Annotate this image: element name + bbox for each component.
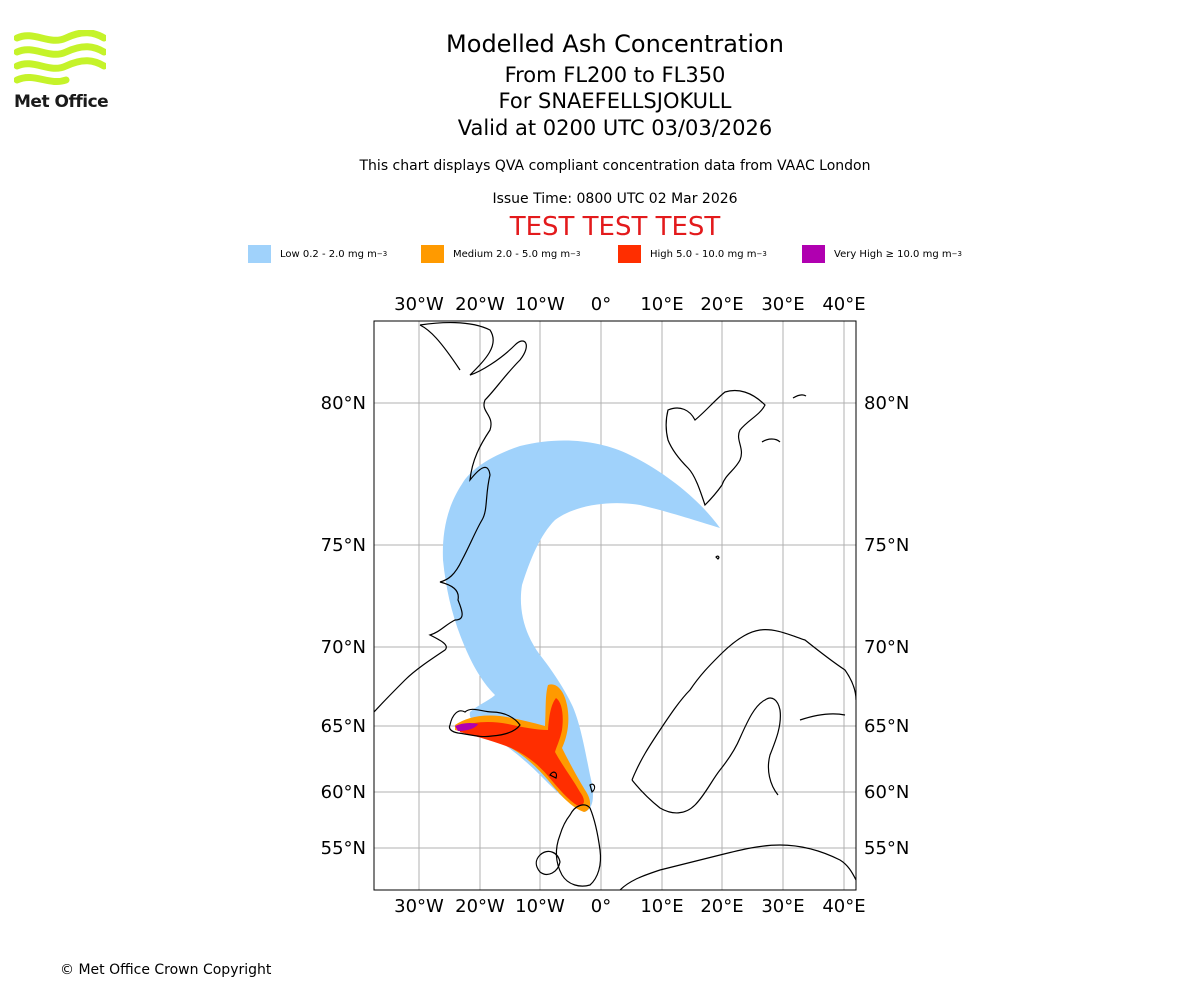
ash-very-high-area — [455, 722, 478, 731]
lat-label: 55°N — [321, 838, 366, 859]
legend-high-swatch — [618, 245, 641, 263]
legend-high-unit: −3 — [756, 250, 767, 258]
lon-label: 0° — [591, 294, 611, 315]
volcano-name: For SNAEFELLSJOKULL — [498, 89, 732, 113]
lon-label: 10°E — [640, 294, 683, 315]
ash-low-area — [442, 440, 720, 812]
met-office-logo — [13, 29, 108, 112]
lon-label: 30°E — [761, 896, 804, 917]
lat-label: 55°N — [864, 838, 909, 859]
met-office-waves-icon — [13, 29, 108, 85]
valid-time: Valid at 0200 UTC 03/03/2026 — [457, 116, 773, 140]
lat-labels-left: 80°N 75°N 70°N 65°N 60°N 55°N — [321, 393, 366, 859]
lat-labels-right: 80°N 75°N 70°N 65°N 60°N 55°N — [864, 393, 909, 859]
graticule — [374, 321, 856, 890]
lon-label: 20°W — [455, 896, 505, 917]
legend-low: Low 0.2 - 2.0 mg m −3 — [248, 244, 387, 264]
lat-label: 75°N — [321, 535, 366, 556]
issue-time: Issue Time: 0800 UTC 02 Mar 2026 — [492, 191, 738, 207]
lat-label: 60°N — [864, 782, 909, 803]
lon-label: 40°E — [822, 294, 865, 315]
coastlines — [374, 321, 856, 890]
lon-label: 20°E — [700, 896, 743, 917]
legend-high-label: High 5.0 - 10.0 mg m — [650, 248, 757, 260]
legend-medium-label: Medium 2.0 - 5.0 mg m — [453, 248, 571, 260]
flight-levels: From FL200 to FL350 — [504, 63, 726, 87]
lon-label: 30°E — [761, 294, 804, 315]
legend-very-high-label: Very High ≥ 10.0 mg m — [834, 248, 952, 260]
lon-label: 30°W — [394, 896, 444, 917]
legend-very-high: Very High ≥ 10.0 mg m −3 — [802, 244, 962, 264]
map-frame — [373, 320, 857, 891]
chart-description: This chart displays QVA compliant concen… — [359, 158, 871, 174]
legend-medium-unit: −3 — [570, 250, 581, 258]
legend-very-high-unit: −3 — [951, 250, 962, 258]
logo-text: Met Office — [14, 92, 109, 112]
ash-high-area — [460, 698, 584, 806]
lat-label: 65°N — [321, 716, 366, 737]
lon-label: 10°W — [515, 294, 565, 315]
lon-label: 40°E — [822, 896, 865, 917]
lat-label: 75°N — [864, 535, 909, 556]
lon-label: 10°E — [640, 896, 683, 917]
lon-labels-bottom: 30°W 20°W 10°W 0° 10°E 20°E 30°E 40°E — [394, 896, 865, 917]
lon-labels-top: 30°W 20°W 10°W 0° 10°E 20°E 30°E 40°E — [394, 294, 865, 315]
copyright-notice: © Met Office Crown Copyright — [60, 962, 272, 978]
lat-label: 60°N — [321, 782, 366, 803]
lat-label: 80°N — [864, 393, 909, 414]
chart-title: Modelled Ash Concentration — [446, 30, 784, 58]
lon-label: 20°W — [455, 294, 505, 315]
lon-label: 0° — [591, 896, 611, 917]
legend-low-unit: −3 — [376, 250, 388, 258]
lat-label: 65°N — [864, 716, 909, 737]
test-banner: TEST TEST TEST — [509, 212, 721, 242]
legend-high: High 5.0 - 10.0 mg m −3 — [618, 244, 767, 264]
legend-medium: Medium 2.0 - 5.0 mg m −3 — [421, 244, 580, 264]
lon-label: 30°W — [394, 294, 444, 315]
lat-label: 80°N — [321, 393, 366, 414]
legend-low-label: Low 0.2 - 2.0 mg m — [280, 248, 377, 260]
lon-label: 20°E — [700, 294, 743, 315]
lat-label: 70°N — [321, 637, 366, 658]
lat-label: 70°N — [864, 637, 909, 658]
lon-label: 10°W — [515, 896, 565, 917]
legend-very-high-swatch — [802, 245, 825, 263]
legend-medium-swatch — [421, 245, 444, 263]
legend-low-swatch — [248, 245, 271, 263]
